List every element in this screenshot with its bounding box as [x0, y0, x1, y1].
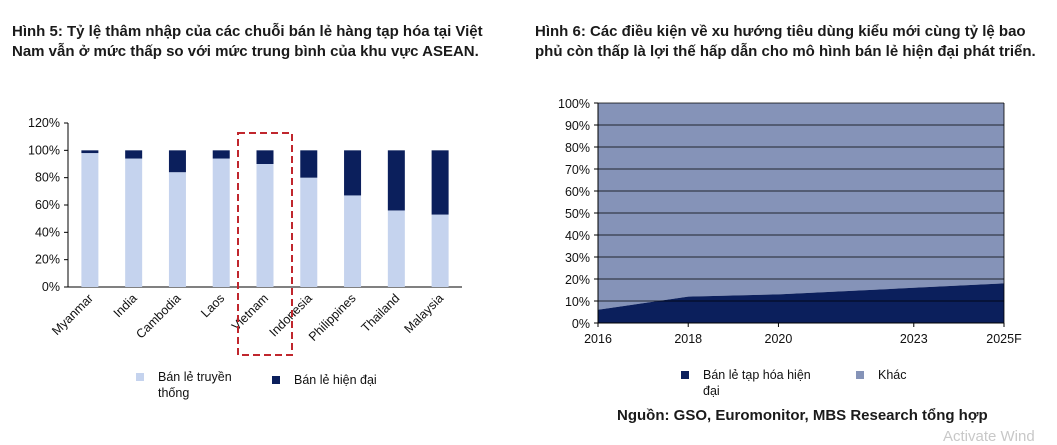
x-tick-label: Malaysia	[401, 291, 446, 336]
vietnam-highlight-box	[237, 132, 293, 356]
x-tick-label: 2016	[584, 332, 612, 346]
x-tick-label: 2023	[900, 332, 928, 346]
bar-modern-laos	[212, 150, 230, 159]
x-tick-label: 2018	[674, 332, 702, 346]
activation-watermark: Activate Wind	[943, 428, 1035, 445]
legend-item-traditional: Bán lẻ truyền thống	[136, 369, 256, 401]
y-tick-label: 80%	[35, 171, 60, 185]
bar-traditional-philippines	[344, 195, 362, 287]
bar-traditional-myanmar	[81, 153, 99, 287]
x-tick-label: Cambodia	[133, 291, 183, 341]
y-tick-label: 40%	[35, 225, 60, 239]
y-tick-label: 10%	[565, 295, 590, 309]
y-tick-label: 60%	[35, 198, 60, 212]
bar-modern-vietnam	[256, 150, 274, 164]
y-tick-label: 120%	[28, 116, 60, 130]
y-tick-label: 50%	[565, 207, 590, 221]
legend-item-grocery: Bán lẻ tạp hóa hiện đại	[681, 367, 821, 399]
x-tick-label: India	[111, 291, 140, 320]
x-tick-label: 2020	[765, 332, 793, 346]
legend-swatch-other	[856, 371, 864, 379]
x-tick-label: Myanmar	[49, 291, 96, 338]
x-tick-label: Philippines	[306, 291, 359, 344]
y-tick-label: 40%	[565, 229, 590, 243]
y-tick-label: 100%	[28, 143, 60, 157]
legend-item-modern: Bán lẻ hiện đại	[272, 372, 432, 388]
x-tick-label: Thailand	[359, 291, 403, 335]
x-tick-label: Vietnam	[229, 291, 271, 333]
bar-traditional-vietnam	[256, 164, 274, 287]
bar-traditional-malaysia	[431, 214, 449, 287]
bar-traditional-thailand	[387, 210, 405, 287]
figure1-title: Hình 5: Tỷ lệ thâm nhập của các chuỗi bá…	[12, 23, 483, 60]
bar-modern-india	[125, 150, 143, 159]
legend-label-other: Khác	[878, 368, 907, 382]
y-tick-label: 0%	[572, 317, 590, 331]
x-tick-label: 2025F	[986, 332, 1022, 346]
bar-traditional-indonesia	[300, 177, 318, 287]
legend-swatch-modern	[272, 376, 280, 384]
legend-swatch-grocery	[681, 371, 689, 379]
y-tick-label: 30%	[565, 251, 590, 265]
source-note: Nguồn: GSO, Euromonitor, MBS Research tổ…	[617, 407, 988, 424]
y-tick-label: 90%	[565, 119, 590, 133]
y-tick-label: 0%	[42, 280, 60, 294]
bar-modern-myanmar	[81, 150, 99, 154]
legend-label-traditional: Bán lẻ truyền thống	[158, 370, 232, 400]
y-tick-label: 20%	[35, 253, 60, 267]
y-tick-label: 20%	[565, 273, 590, 287]
legend-item-other: Khác	[856, 367, 956, 383]
area-modern-grocery	[598, 283, 1004, 323]
bar-modern-thailand	[387, 150, 405, 211]
y-tick-label: 60%	[565, 185, 590, 199]
stacked-area-chart: 0% 10% 20% 30% 40% 50% 60% 70% 80% 90% 100% 2016 201…	[558, 97, 1022, 346]
stacked-bar-chart: 0% 20% 40% 60% 80% 100% 120% Myanmar IndiaCambod…	[28, 116, 462, 356]
y-tick-label: 80%	[565, 141, 590, 155]
bar-traditional-india	[125, 158, 143, 287]
x-tick-label: Laos	[198, 291, 227, 320]
area-other	[598, 103, 1004, 310]
y-tick-label: 100%	[558, 97, 590, 111]
legend-label-modern: Bán lẻ hiện đại	[294, 373, 377, 387]
legend-swatch-traditional	[136, 373, 144, 381]
y-tick-label: 70%	[565, 163, 590, 177]
bar-traditional-cambodia	[168, 172, 186, 287]
bar-traditional-laos	[212, 158, 230, 287]
bar-modern-indonesia	[300, 150, 318, 178]
bar-modern-malaysia	[431, 150, 449, 215]
legend-label-grocery: Bán lẻ tạp hóa hiện đại	[703, 368, 811, 398]
figure2-title: Hình 6: Các điều kiện về xu hướng tiêu d…	[535, 23, 1036, 60]
bar-modern-cambodia	[168, 150, 186, 173]
bar-modern-philippines	[344, 150, 362, 196]
